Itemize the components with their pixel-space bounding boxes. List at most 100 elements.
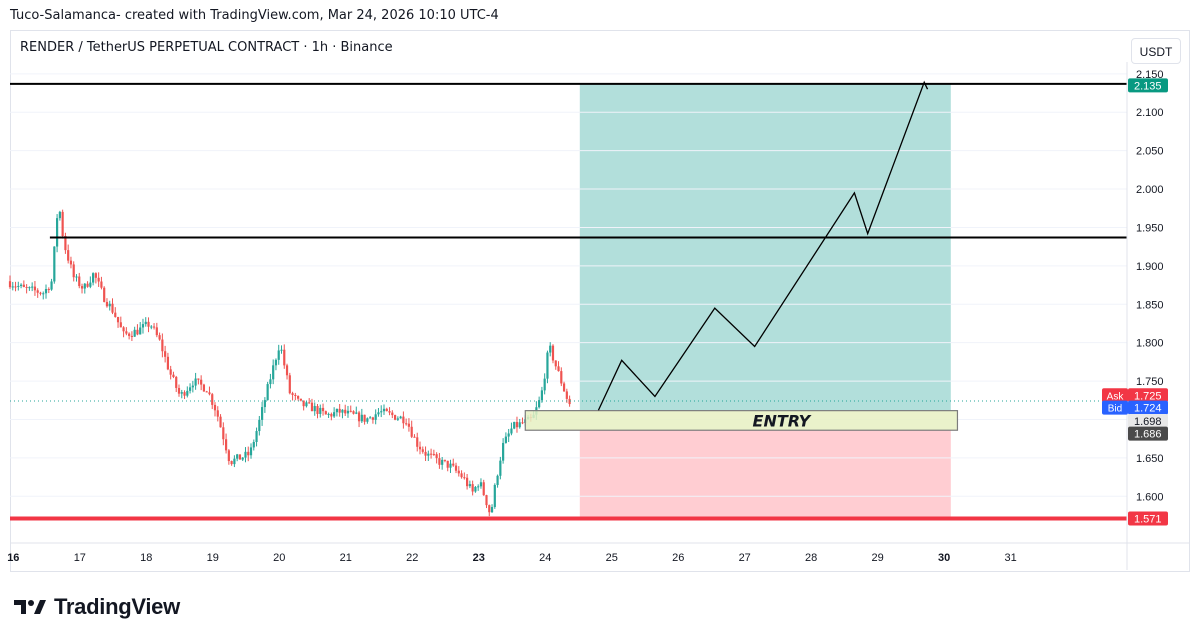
candle-down — [402, 416, 405, 424]
candle-down — [338, 408, 341, 413]
candle-up — [19, 284, 23, 286]
y-tick-label: 1.950 — [1136, 222, 1164, 234]
candle-up — [549, 345, 552, 353]
x-tick-label: 25 — [606, 552, 618, 564]
candle-down — [388, 411, 391, 413]
candle-down — [308, 402, 311, 404]
candle-down — [213, 404, 217, 411]
entry-label: ENTRY — [753, 411, 812, 430]
candle-down — [385, 408, 388, 412]
x-tick-label: 24 — [539, 552, 551, 564]
candle-up — [374, 414, 377, 420]
x-tick-label: 23 — [473, 552, 485, 564]
x-tick-label: 30 — [938, 552, 950, 564]
price-label-bg — [1128, 511, 1168, 526]
candle-down — [424, 451, 427, 456]
candle-down — [413, 436, 416, 438]
projection-path — [597, 80, 929, 411]
candle-up — [263, 400, 266, 408]
candle-up — [502, 442, 505, 461]
candle-up — [543, 378, 546, 391]
y-tick-label: 2.050 — [1136, 146, 1164, 158]
candle-down — [166, 356, 170, 370]
candle-down — [227, 450, 230, 462]
candle-down — [177, 387, 181, 394]
y-tick-label: 1.800 — [1136, 338, 1164, 350]
candle-down — [291, 393, 294, 395]
horizontal-levels — [10, 82, 1127, 521]
candle-down — [208, 392, 211, 395]
candle-down — [128, 333, 131, 336]
candle-up — [538, 400, 541, 408]
symbol-title[interactable]: RENDER / TetherUS PERPETUAL CONTRACT · 1… — [20, 40, 393, 55]
candle-down — [463, 477, 466, 479]
candle-down — [64, 236, 67, 251]
chart-caption: Tuco-Salamanca- created with TradingView… — [10, 8, 499, 23]
candle-up — [133, 329, 136, 337]
candle-down — [164, 351, 167, 357]
y-tick-label: 1.750 — [1136, 376, 1164, 388]
candle-up — [477, 486, 480, 488]
candle-down — [294, 394, 297, 397]
candle-down — [216, 410, 219, 417]
candle-up — [139, 327, 142, 335]
candle-up — [188, 387, 192, 391]
candle-down — [33, 286, 37, 291]
candle-down — [219, 416, 222, 428]
candle-up — [144, 321, 147, 325]
candle-down — [78, 276, 81, 287]
candle-down — [357, 412, 361, 422]
candle-down — [61, 211, 64, 237]
candle-up — [510, 428, 513, 434]
candle-down — [515, 421, 519, 428]
candle-up — [272, 365, 275, 380]
candle-up — [92, 273, 95, 283]
candle-down — [161, 339, 164, 352]
candle-down — [321, 407, 325, 412]
candle-down — [405, 423, 408, 425]
candle-down — [197, 378, 200, 380]
currency-button[interactable]: USDT — [1131, 38, 1181, 64]
candle-up — [186, 390, 189, 396]
price-label-bg — [1128, 388, 1168, 403]
candle-down — [155, 327, 158, 336]
candle-down — [111, 303, 114, 313]
x-tick-label: 29 — [872, 552, 884, 564]
price-label: 1.571 — [1128, 511, 1168, 526]
candle-down — [521, 422, 524, 424]
candle-down — [391, 412, 394, 416]
candle-up — [305, 402, 308, 407]
candle-down — [22, 284, 25, 287]
candle-up — [280, 349, 283, 351]
y-tick-label: 2.100 — [1136, 107, 1164, 119]
candle-down — [443, 459, 447, 461]
x-tick-label: 28 — [805, 552, 817, 564]
price-label-bg — [1128, 78, 1168, 93]
candle-down — [69, 260, 73, 265]
price-label: 1.686 — [1128, 426, 1168, 441]
candle-up — [513, 421, 516, 429]
price-label-tag: Ask — [1107, 391, 1125, 402]
candle-down — [67, 250, 70, 261]
candle-up — [17, 285, 20, 287]
entry-box — [524, 410, 959, 431]
position-zones — [579, 83, 951, 519]
candle-down — [97, 277, 100, 282]
candle-up — [53, 246, 56, 282]
candle-down — [94, 273, 97, 278]
candle-up — [42, 293, 45, 295]
candle-down — [205, 391, 208, 393]
candle-up — [504, 436, 507, 443]
price-label: Ask 1.725 — [1102, 388, 1168, 403]
x-tick-label: 16 — [7, 552, 19, 564]
candle-down — [47, 289, 50, 291]
price-label-tag-bg — [1102, 388, 1128, 403]
x-tick-label: 20 — [273, 552, 285, 564]
candle-up — [31, 286, 34, 288]
candle-down — [565, 391, 568, 399]
candle-up — [319, 407, 322, 414]
candle-up — [341, 409, 344, 413]
candle-up — [546, 352, 549, 379]
candle-down — [299, 398, 302, 401]
